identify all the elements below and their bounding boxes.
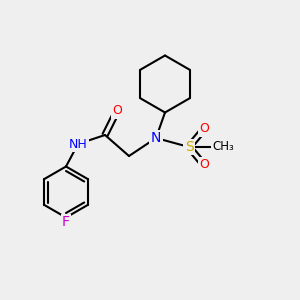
Text: S: S	[184, 140, 194, 154]
Text: O: O	[199, 122, 209, 136]
Text: F: F	[62, 215, 70, 229]
Text: N: N	[151, 131, 161, 145]
Text: NH: NH	[69, 137, 87, 151]
Text: O: O	[199, 158, 209, 172]
Text: CH₃: CH₃	[213, 140, 234, 154]
Text: O: O	[112, 104, 122, 118]
